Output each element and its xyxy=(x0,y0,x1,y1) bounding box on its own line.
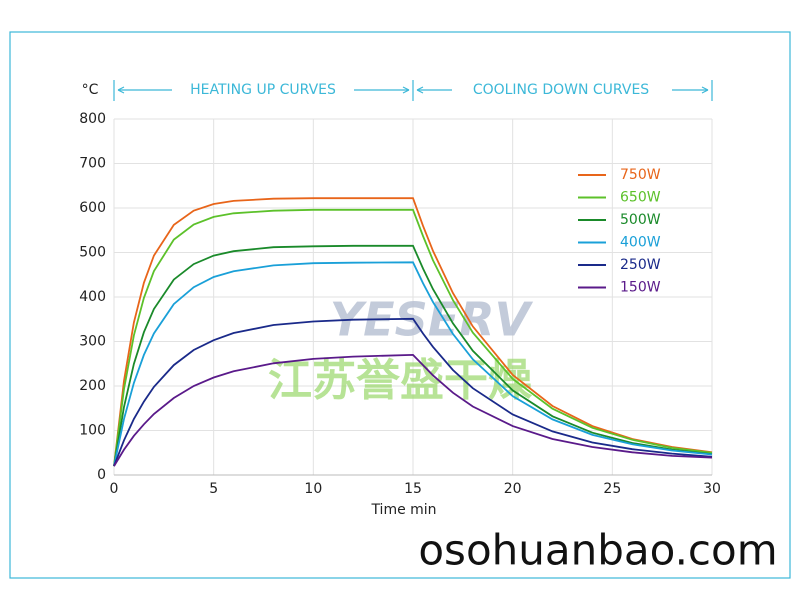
y-tick-label: 200 xyxy=(79,378,106,394)
site-text: osohuanbao.com xyxy=(418,526,777,575)
x-tick-label: 5 xyxy=(209,481,218,497)
legend-label: 400W xyxy=(620,235,661,251)
series-line xyxy=(113,244,713,467)
series-line xyxy=(113,197,713,467)
cooling-label: COOLING DOWN CURVES xyxy=(473,82,649,98)
y-tick-label: 800 xyxy=(79,111,106,127)
watermark: 江苏誉盛干燥 xyxy=(268,355,533,406)
legend-label: 650W xyxy=(620,190,661,206)
series-line xyxy=(113,317,713,467)
series-line xyxy=(113,353,713,467)
legend-label: 150W xyxy=(620,280,661,296)
x-axis-label: Time min xyxy=(370,502,436,518)
x-tick-label: 30 xyxy=(703,481,721,497)
y-tick-label: 500 xyxy=(79,245,106,261)
frame xyxy=(9,31,791,579)
heating-label: HEATING UP CURVES xyxy=(190,82,336,98)
x-tick-label: 0 xyxy=(110,481,119,497)
y-tick-label: 400 xyxy=(79,289,106,305)
x-tick-label: 25 xyxy=(603,481,621,497)
series-line xyxy=(113,261,713,467)
x-tick-label: 10 xyxy=(304,481,322,497)
x-tick-label: 15 xyxy=(404,481,422,497)
y-tick-label: 300 xyxy=(79,334,106,350)
y-unit: °C xyxy=(82,82,99,98)
legend-label: 750W xyxy=(620,167,661,183)
y-tick-label: 100 xyxy=(79,423,106,439)
range-markers xyxy=(113,80,713,101)
x-tick-label: 20 xyxy=(504,481,522,497)
legend-label: 500W xyxy=(620,212,661,228)
y-tick-label: 700 xyxy=(79,156,106,172)
legend-label: 250W xyxy=(620,257,661,273)
series-line xyxy=(113,208,713,467)
y-tick-label: 600 xyxy=(79,200,106,216)
y-tick-label: 0 xyxy=(97,467,106,483)
